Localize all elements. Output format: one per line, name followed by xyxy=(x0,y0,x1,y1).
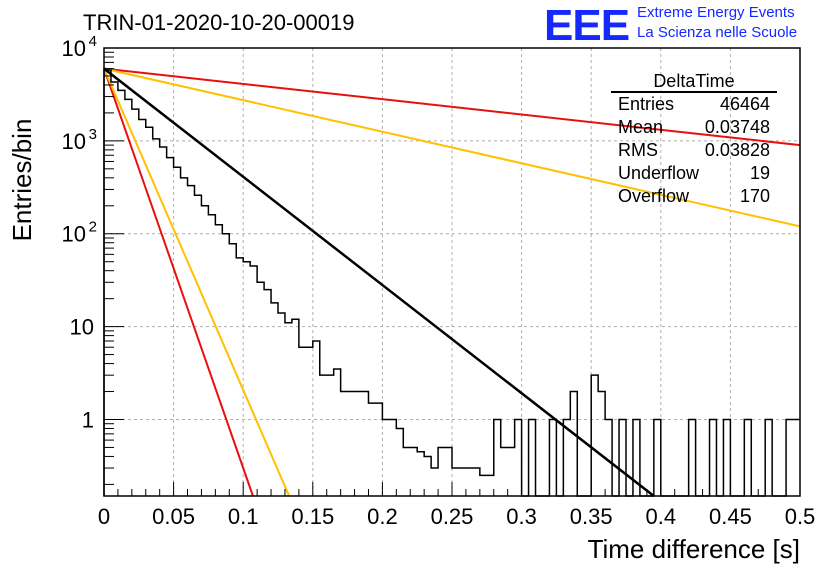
x-tick-label: 0.2 xyxy=(367,504,398,529)
x-tick-label: 0.3 xyxy=(506,504,537,529)
y-tick-label: 10 xyxy=(62,36,86,61)
y-tick-exponent: 3 xyxy=(89,126,97,143)
y-tick-label: 10 xyxy=(70,315,94,340)
x-tick-label: 0 xyxy=(98,504,110,529)
x-tick-label: 0.4 xyxy=(646,504,677,529)
y-tick-label: 10 xyxy=(62,129,86,154)
x-tick-label: 0.45 xyxy=(709,504,752,529)
stats-value: 0.03748 xyxy=(705,117,770,137)
y-axis-title: Entries/bin xyxy=(7,119,37,242)
x-tick-label: 0.1 xyxy=(228,504,259,529)
logo-tagline-1: Extreme Energy Events xyxy=(637,4,795,21)
x-tick-label: 0.25 xyxy=(431,504,474,529)
yellow-reference-curve xyxy=(103,68,291,497)
axis-ticks: 0 0.05 0.1 0.15 0.2 0.25 0.3 0.35 0.4 0.45 0.5 1 10 1… xyxy=(62,33,816,529)
stats-title: DeltaTime xyxy=(653,71,734,91)
stats-box: DeltaTime Entries 46464 Mean 0.03748 RMS 0.03… xyxy=(611,71,777,206)
exponential-fit xyxy=(103,67,655,497)
fit-line xyxy=(103,67,655,497)
stats-value: 19 xyxy=(750,163,770,183)
red-reference-curve xyxy=(103,67,801,147)
stats-value: 0.03828 xyxy=(705,140,770,160)
x-tick-label: 0.05 xyxy=(152,504,195,529)
x-tick-label: 0.5 xyxy=(785,504,816,529)
x-axis-title: Time difference [s] xyxy=(588,534,800,564)
stats-label: Entries xyxy=(618,94,674,114)
y-tick-label: 1 xyxy=(82,407,94,432)
run-title: TRIN-01-2020-10-20-00019 xyxy=(83,10,355,35)
y-tick-exponent: 2 xyxy=(89,219,97,236)
stats-label: Overflow xyxy=(618,186,690,206)
x-tick-label: 0.15 xyxy=(291,504,334,529)
stats-label: Mean xyxy=(618,117,663,137)
red-reference-curve xyxy=(103,68,254,497)
y-tick-label: 10 xyxy=(62,222,86,247)
stats-label: Underflow xyxy=(618,163,700,183)
logo-tagline-2: La Scienza nelle Scuole xyxy=(637,24,798,41)
stats-value: 46464 xyxy=(720,94,770,114)
x-tick-label: 0.35 xyxy=(570,504,613,529)
y-tick-exponent: 4 xyxy=(89,33,97,50)
stats-label: RMS xyxy=(618,140,658,160)
stats-value: 170 xyxy=(740,186,770,206)
reference-curves xyxy=(103,67,801,497)
eee-logo: EEE xyxy=(544,1,630,50)
yellow-reference-curve xyxy=(103,67,801,228)
